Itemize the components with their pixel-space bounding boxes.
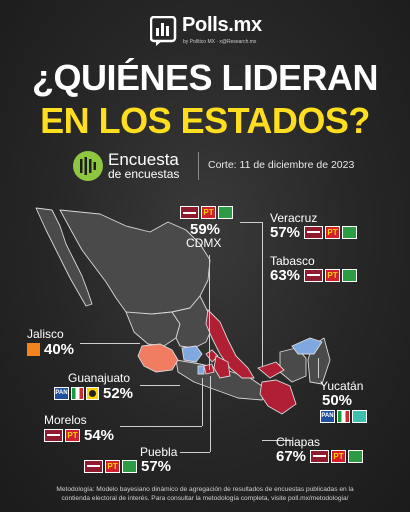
mc-logo-icon (27, 342, 40, 356)
brand-name: Polls.mx (182, 14, 262, 36)
pvem-logo-icon (348, 449, 364, 463)
methodology-line1: Metodología: Modelo bayesiano dinámico d… (56, 486, 354, 493)
leader-morelos-v (202, 378, 203, 426)
coalition-logos: PT (180, 206, 233, 219)
survey-divider (198, 152, 199, 180)
state-pct: 50% (322, 391, 353, 409)
survey-cutoff: Corte: 11 de diciembre de 2023 (208, 159, 355, 171)
central-west-states (125, 311, 181, 347)
leader-guanajuato (140, 385, 180, 386)
leader-cdmx (209, 255, 210, 370)
pt-logo-icon: PT (65, 428, 80, 442)
state-name: Tabasco (270, 254, 315, 268)
leader-tabasco (262, 276, 263, 366)
headline-line2: EN LOS ESTADOS? (40, 100, 370, 141)
state-pct: 63% (270, 266, 301, 284)
methodology-note: Metodología: Modelo bayesiano dinámico d… (0, 486, 410, 503)
state-label-cdmx: PT 59% CDMX (180, 206, 233, 250)
na-logo-icon (352, 409, 367, 423)
prd-logo-icon (86, 386, 99, 400)
morena-logo-icon (44, 428, 63, 442)
chiapas-region (259, 379, 297, 415)
state-pct: 67% (276, 447, 307, 465)
pt-logo-icon: PT (325, 268, 341, 282)
state-name: CDMX (186, 236, 222, 250)
polls-logo-icon (150, 16, 177, 46)
coalition-logos: PT (304, 268, 358, 282)
leader-jalisco (80, 343, 140, 344)
pri-logo-icon (337, 409, 350, 423)
central-states (171, 295, 213, 349)
morena-logo-icon (310, 449, 330, 463)
pvem-logo-icon (218, 206, 233, 219)
state-pct: 57% (270, 223, 301, 241)
morena-logo-icon (84, 459, 103, 473)
state-label-yucatan: Yucatán 50% PAN (320, 380, 367, 423)
coalition-logos: PAN (320, 409, 367, 423)
encuesta-logo-icon (73, 151, 103, 181)
methodology-line2: contienda electoral de interés. Para con… (61, 494, 349, 502)
state-pct: 59% (190, 221, 221, 238)
state-label-veracruz: Veracruz 57% PT (270, 211, 358, 241)
coalition-logos: PAN (54, 386, 99, 400)
leader-puebla-v (210, 376, 211, 452)
morena-logo-icon (304, 225, 324, 239)
coalition-logos: PT (310, 449, 364, 463)
puebla-region (213, 355, 231, 379)
pt-logo-icon: PT (105, 459, 120, 473)
baja-california (35, 207, 93, 307)
state-name: Chiapas (276, 435, 321, 449)
pan-logo-icon: PAN (320, 409, 335, 423)
brand-subtitle: by Político MX · x@Research.mx (183, 39, 257, 45)
pvem-logo-icon (342, 225, 358, 239)
state-label-guanajuato: Guanajuato PAN 52% (54, 372, 133, 401)
tabasco-region (257, 361, 285, 379)
leader-yucatan (318, 358, 319, 378)
state-name: Jalisco (27, 327, 64, 341)
survey-title: Encuesta (108, 150, 179, 169)
brand-header: Polls.mx by Político MX · x@Research.mx (0, 12, 410, 50)
yucatan-region (291, 337, 323, 355)
state-label-jalisco: Jalisco 40% (27, 328, 74, 357)
guanajuato-region (181, 345, 203, 363)
state-label-puebla: Puebla PT 57% (84, 446, 177, 474)
jalisco-region (137, 343, 179, 373)
pvem-logo-icon (342, 268, 358, 282)
state-pct: 40% (44, 340, 75, 358)
state-pct: 57% (141, 457, 172, 475)
leader-veracruz-h (240, 222, 262, 223)
veracruz-region (205, 309, 255, 379)
pt-logo-icon: PT (331, 449, 347, 463)
coalition-logos: PT (84, 459, 137, 473)
mexico-map (35, 207, 331, 415)
pt-logo-icon: PT (201, 206, 216, 219)
state-name: Yucatán (320, 379, 364, 393)
pvem-logo-icon (122, 459, 137, 473)
queretaro-region (197, 365, 205, 375)
leader-chiapas (262, 440, 292, 441)
state-name: Guanajuato (68, 371, 131, 385)
state-name: Morelos (44, 413, 87, 427)
pt-logo-icon: PT (325, 225, 341, 239)
coalition-logos: PT (304, 225, 358, 239)
leader-morelos (120, 426, 202, 427)
pan-logo-icon: PAN (54, 386, 69, 400)
coalition-logos: PT (44, 428, 80, 442)
state-label-morelos: Morelos PT 54% (44, 414, 114, 443)
survey-subtitle: de encuestas (108, 167, 180, 181)
morena-logo-icon (180, 206, 199, 219)
state-label-chiapas: Chiapas 67% PT (276, 435, 364, 465)
morena-logo-icon (304, 268, 324, 282)
pri-logo-icon (71, 386, 84, 400)
state-name: Puebla (140, 445, 178, 459)
state-pct: 52% (103, 384, 134, 402)
leader-puebla (180, 452, 210, 453)
state-label-tabasco: Tabasco 63% PT (270, 254, 358, 284)
state-name: Veracruz (270, 211, 318, 225)
headline-line1: ¿QUIÉNES LIDERAN (31, 57, 379, 98)
state-pct: 54% (84, 426, 115, 444)
